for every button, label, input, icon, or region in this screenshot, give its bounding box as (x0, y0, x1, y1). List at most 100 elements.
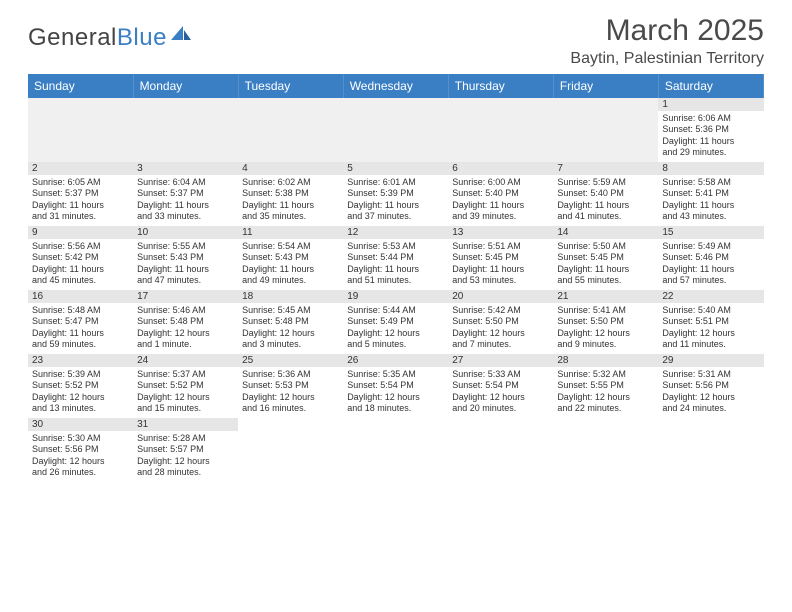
month-title: March 2025 (570, 14, 764, 48)
day-cell: 13Sunrise: 5:51 AMSunset: 5:45 PMDayligh… (448, 226, 553, 290)
daylight-text: Daylight: 11 hours (32, 200, 129, 211)
day-header-thursday: Thursday (448, 74, 553, 98)
sunset-text: Sunset: 5:56 PM (32, 444, 129, 455)
sun-info: Sunrise: 5:30 AMSunset: 5:56 PMDaylight:… (28, 431, 133, 482)
sun-info: Sunrise: 5:46 AMSunset: 5:48 PMDaylight:… (133, 303, 238, 354)
daylight-text: Daylight: 12 hours (347, 328, 444, 339)
day-cell: 26Sunrise: 5:35 AMSunset: 5:54 PMDayligh… (343, 354, 448, 418)
sunrise-text: Sunrise: 5:56 AM (32, 241, 129, 252)
day-number: 24 (133, 354, 238, 367)
day-number: 10 (133, 226, 238, 239)
sunset-text: Sunset: 5:54 PM (347, 380, 444, 391)
sunrise-text: Sunrise: 5:39 AM (32, 369, 129, 380)
title-block: March 2025 Baytin, Palestinian Territory (570, 14, 764, 68)
daylight-text: Daylight: 11 hours (662, 200, 759, 211)
daylight-text: Daylight: 11 hours (137, 264, 234, 275)
sunrise-text: Sunrise: 5:44 AM (347, 305, 444, 316)
daylight-text: and 57 minutes. (662, 275, 759, 286)
sun-info: Sunrise: 5:31 AMSunset: 5:56 PMDaylight:… (658, 367, 763, 418)
logo-text: GeneralBlue (28, 24, 167, 52)
sun-info: Sunrise: 5:33 AMSunset: 5:54 PMDaylight:… (448, 367, 553, 418)
day-cell: 18Sunrise: 5:45 AMSunset: 5:48 PMDayligh… (238, 290, 343, 354)
sunset-text: Sunset: 5:52 PM (137, 380, 234, 391)
empty-cell (448, 418, 553, 482)
sunset-text: Sunset: 5:44 PM (347, 252, 444, 263)
daylight-text: Daylight: 12 hours (662, 328, 759, 339)
day-header-row: Sunday Monday Tuesday Wednesday Thursday… (28, 74, 764, 98)
day-cell: 27Sunrise: 5:33 AMSunset: 5:54 PMDayligh… (448, 354, 553, 418)
daylight-text: and 24 minutes. (662, 403, 759, 414)
day-cell: 24Sunrise: 5:37 AMSunset: 5:52 PMDayligh… (133, 354, 238, 418)
sun-info: Sunrise: 5:56 AMSunset: 5:42 PMDaylight:… (28, 239, 133, 290)
daylight-text: Daylight: 12 hours (137, 456, 234, 467)
sunset-text: Sunset: 5:40 PM (557, 188, 654, 199)
sunrise-text: Sunrise: 5:36 AM (242, 369, 339, 380)
day-cell: 31Sunrise: 5:28 AMSunset: 5:57 PMDayligh… (133, 418, 238, 482)
sunset-text: Sunset: 5:54 PM (452, 380, 549, 391)
sunset-text: Sunset: 5:50 PM (452, 316, 549, 327)
empty-cell (133, 98, 238, 162)
sunrise-text: Sunrise: 5:53 AM (347, 241, 444, 252)
empty-cell (553, 98, 658, 162)
daylight-text: and 9 minutes. (557, 339, 654, 350)
sun-info: Sunrise: 5:54 AMSunset: 5:43 PMDaylight:… (238, 239, 343, 290)
sunrise-text: Sunrise: 5:28 AM (137, 433, 234, 444)
day-cell: 21Sunrise: 5:41 AMSunset: 5:50 PMDayligh… (553, 290, 658, 354)
sunrise-text: Sunrise: 6:06 AM (662, 113, 759, 124)
sunrise-text: Sunrise: 5:41 AM (557, 305, 654, 316)
sun-info: Sunrise: 5:36 AMSunset: 5:53 PMDaylight:… (238, 367, 343, 418)
sun-info: Sunrise: 6:05 AMSunset: 5:37 PMDaylight:… (28, 175, 133, 226)
sunrise-text: Sunrise: 5:45 AM (242, 305, 339, 316)
day-number: 20 (448, 290, 553, 303)
sunset-text: Sunset: 5:52 PM (32, 380, 129, 391)
day-header-sunday: Sunday (28, 74, 133, 98)
empty-cell (238, 418, 343, 482)
day-number: 2 (28, 162, 133, 175)
daylight-text: Daylight: 11 hours (662, 136, 759, 147)
logo: GeneralBlue (28, 24, 193, 52)
sun-info: Sunrise: 5:37 AMSunset: 5:52 PMDaylight:… (133, 367, 238, 418)
sunset-text: Sunset: 5:37 PM (137, 188, 234, 199)
sunset-text: Sunset: 5:41 PM (662, 188, 759, 199)
day-header-wednesday: Wednesday (343, 74, 448, 98)
day-number: 6 (448, 162, 553, 175)
empty-cell (658, 418, 763, 482)
sunset-text: Sunset: 5:38 PM (242, 188, 339, 199)
daylight-text: and 1 minute. (137, 339, 234, 350)
sunset-text: Sunset: 5:56 PM (662, 380, 759, 391)
sunrise-text: Sunrise: 5:31 AM (662, 369, 759, 380)
sunrise-text: Sunrise: 5:37 AM (137, 369, 234, 380)
sunset-text: Sunset: 5:46 PM (662, 252, 759, 263)
daylight-text: Daylight: 12 hours (452, 328, 549, 339)
sunset-text: Sunset: 5:49 PM (347, 316, 444, 327)
day-number: 23 (28, 354, 133, 367)
sunset-text: Sunset: 5:37 PM (32, 188, 129, 199)
day-number: 8 (658, 162, 763, 175)
empty-cell (343, 98, 448, 162)
day-cell: 29Sunrise: 5:31 AMSunset: 5:56 PMDayligh… (658, 354, 763, 418)
daylight-text: Daylight: 11 hours (662, 264, 759, 275)
calendar-body: 1 Sunrise: 6:06 AM Sunset: 5:36 PM Dayli… (28, 98, 764, 482)
day-number: 12 (343, 226, 448, 239)
daylight-text: and 13 minutes. (32, 403, 129, 414)
sun-info: Sunrise: 5:32 AMSunset: 5:55 PMDaylight:… (553, 367, 658, 418)
day-cell: 5Sunrise: 6:01 AMSunset: 5:39 PMDaylight… (343, 162, 448, 226)
sunset-text: Sunset: 5:53 PM (242, 380, 339, 391)
daylight-text: and 3 minutes. (242, 339, 339, 350)
sunset-text: Sunset: 5:51 PM (662, 316, 759, 327)
day-number: 5 (343, 162, 448, 175)
day-number: 25 (238, 354, 343, 367)
sunrise-text: Sunrise: 5:30 AM (32, 433, 129, 444)
sunset-text: Sunset: 5:42 PM (32, 252, 129, 263)
day-cell: 15Sunrise: 5:49 AMSunset: 5:46 PMDayligh… (658, 226, 763, 290)
day-header-monday: Monday (133, 74, 238, 98)
sunset-text: Sunset: 5:50 PM (557, 316, 654, 327)
week-row: 9Sunrise: 5:56 AMSunset: 5:42 PMDaylight… (28, 226, 764, 290)
daylight-text: Daylight: 12 hours (347, 392, 444, 403)
empty-cell (28, 98, 133, 162)
sunrise-text: Sunrise: 6:05 AM (32, 177, 129, 188)
sun-info: Sunrise: 6:04 AMSunset: 5:37 PMDaylight:… (133, 175, 238, 226)
sun-info: Sunrise: 5:48 AMSunset: 5:47 PMDaylight:… (28, 303, 133, 354)
calendar-grid: Sunday Monday Tuesday Wednesday Thursday… (28, 74, 764, 482)
sunset-text: Sunset: 5:39 PM (347, 188, 444, 199)
